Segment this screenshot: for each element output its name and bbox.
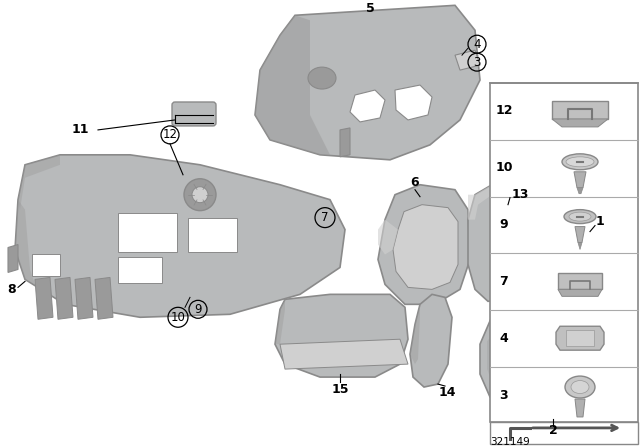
Polygon shape: [15, 200, 35, 284]
Polygon shape: [280, 339, 408, 369]
Text: 14: 14: [438, 386, 456, 399]
FancyBboxPatch shape: [188, 218, 237, 251]
Polygon shape: [468, 185, 492, 220]
Ellipse shape: [308, 67, 336, 89]
Polygon shape: [574, 172, 586, 188]
Polygon shape: [255, 15, 330, 155]
Text: 2: 2: [548, 424, 557, 437]
Polygon shape: [525, 210, 600, 277]
Polygon shape: [575, 399, 585, 417]
Polygon shape: [378, 220, 398, 254]
Text: 11: 11: [71, 123, 89, 136]
FancyBboxPatch shape: [118, 258, 162, 284]
Text: 6: 6: [411, 176, 419, 189]
Text: 8: 8: [8, 283, 16, 296]
Polygon shape: [378, 185, 470, 304]
Polygon shape: [530, 217, 592, 272]
Polygon shape: [575, 227, 585, 242]
Text: 12: 12: [495, 104, 513, 117]
FancyBboxPatch shape: [118, 213, 177, 251]
Polygon shape: [395, 85, 432, 120]
FancyBboxPatch shape: [490, 83, 638, 422]
Polygon shape: [558, 273, 602, 289]
Polygon shape: [480, 281, 615, 421]
Ellipse shape: [571, 380, 589, 393]
Polygon shape: [75, 277, 93, 319]
Polygon shape: [410, 304, 420, 364]
Polygon shape: [255, 5, 480, 160]
Ellipse shape: [569, 212, 591, 221]
Text: 10: 10: [171, 311, 186, 324]
FancyBboxPatch shape: [32, 254, 60, 276]
Text: 5: 5: [365, 2, 374, 15]
Text: 7: 7: [321, 211, 329, 224]
Polygon shape: [578, 242, 582, 250]
Text: 12: 12: [163, 129, 177, 142]
Polygon shape: [350, 90, 385, 122]
Text: 1: 1: [596, 215, 604, 228]
Text: 13: 13: [511, 188, 529, 201]
Ellipse shape: [565, 376, 595, 398]
Ellipse shape: [564, 210, 596, 224]
Polygon shape: [487, 295, 605, 411]
Polygon shape: [35, 277, 53, 319]
Polygon shape: [8, 245, 18, 272]
Polygon shape: [558, 289, 602, 297]
Polygon shape: [552, 101, 608, 119]
Polygon shape: [552, 119, 608, 127]
Text: 10: 10: [495, 161, 513, 174]
Polygon shape: [95, 277, 113, 319]
Polygon shape: [15, 155, 345, 317]
Polygon shape: [495, 281, 540, 317]
Polygon shape: [393, 205, 458, 289]
Polygon shape: [18, 155, 60, 210]
Circle shape: [192, 187, 208, 202]
Text: 3: 3: [500, 388, 508, 401]
Text: 15: 15: [332, 383, 349, 396]
Polygon shape: [577, 188, 583, 194]
Polygon shape: [275, 299, 285, 344]
FancyBboxPatch shape: [490, 422, 638, 444]
Polygon shape: [340, 128, 350, 157]
Text: 4: 4: [473, 38, 481, 51]
Polygon shape: [566, 330, 594, 346]
Text: 3: 3: [474, 56, 481, 69]
Text: 9: 9: [500, 218, 508, 231]
Ellipse shape: [562, 154, 598, 170]
FancyBboxPatch shape: [172, 102, 216, 126]
Polygon shape: [468, 185, 525, 302]
Text: 9: 9: [195, 303, 202, 316]
Polygon shape: [455, 50, 480, 70]
Polygon shape: [55, 277, 73, 319]
Polygon shape: [556, 326, 604, 350]
Text: 321149: 321149: [490, 437, 530, 447]
Text: 7: 7: [500, 275, 508, 288]
Ellipse shape: [566, 157, 594, 167]
Polygon shape: [275, 294, 408, 377]
Polygon shape: [410, 294, 452, 387]
Circle shape: [184, 179, 216, 211]
Text: 4: 4: [500, 332, 508, 345]
